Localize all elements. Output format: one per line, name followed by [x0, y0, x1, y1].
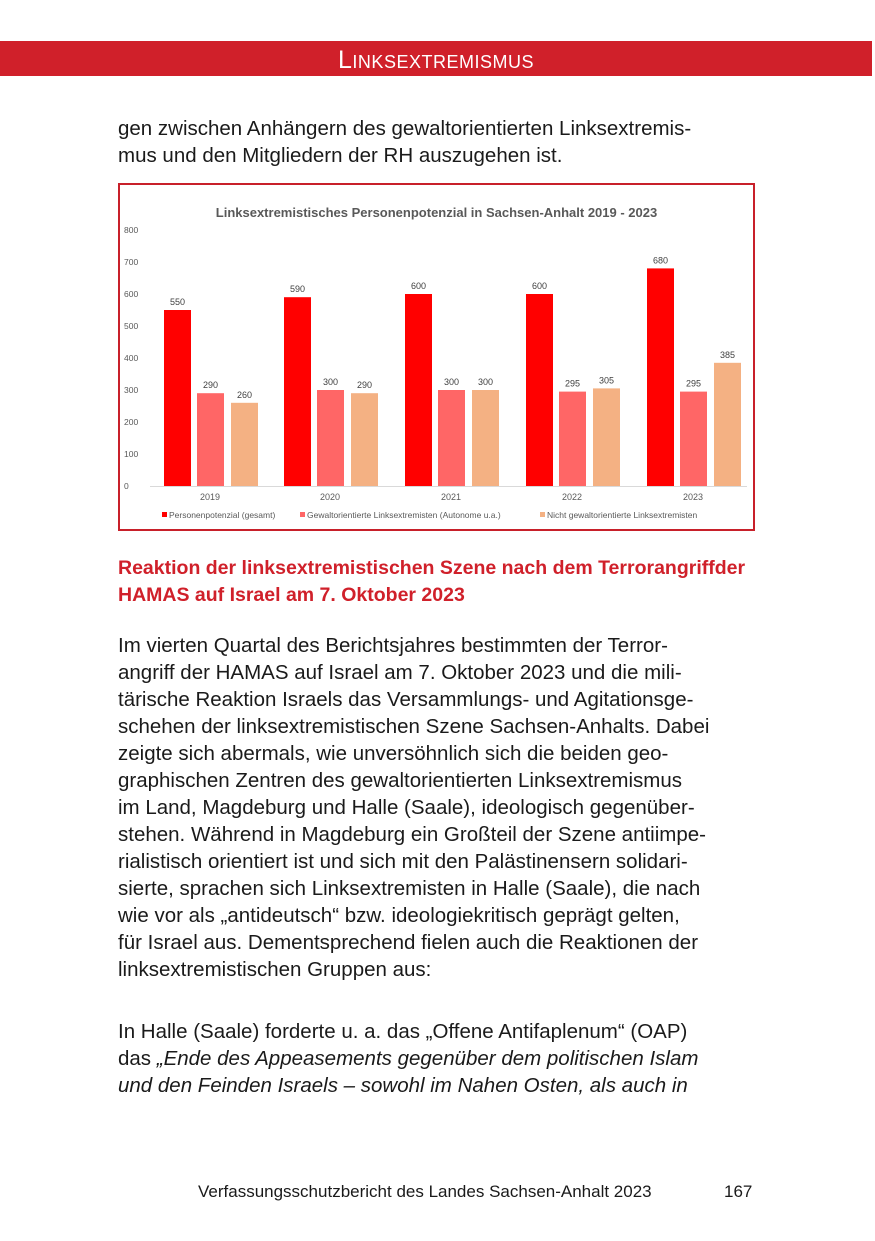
text-line: gen zwischen Anhängern des gewaltorienti…	[118, 117, 692, 140]
text-line: das „Ende des Appeasements gegenüber dem…	[118, 1045, 758, 1072]
text-line: sierte, sprachen sich Linksextremisten i…	[118, 877, 701, 900]
y-tick-label: 0	[124, 481, 129, 491]
paragraph-1: Im vierten Quartal des Berichtsjahres be…	[118, 632, 758, 983]
bar	[351, 393, 378, 486]
chart-frame: Linksextremistisches Personenpotenzial i…	[118, 183, 755, 531]
section-title: Linksextremismus	[338, 46, 534, 74]
bar-chart: 0 100 200 300 400 500 600 700 800 2019 550 290 260 20…	[124, 225, 747, 520]
y-tick-label: 700	[124, 257, 138, 267]
x-tick-label: 2019	[200, 492, 220, 502]
data-label: 550	[170, 297, 185, 307]
bar	[559, 391, 586, 486]
bar	[680, 391, 707, 486]
legend-swatch	[162, 512, 167, 517]
bar	[593, 388, 620, 486]
data-label: 600	[532, 281, 547, 291]
text-line: für Israel aus. Dementsprechend fielen a…	[118, 931, 699, 954]
x-tick-label: 2023	[683, 492, 703, 502]
section-banner: Linksextremismus	[0, 41, 872, 76]
bar	[714, 362, 741, 486]
y-tick-label: 200	[124, 417, 138, 427]
bar	[317, 390, 344, 486]
legend-swatch	[540, 512, 545, 517]
data-label: 300	[478, 377, 493, 387]
x-tick-label: 2022	[562, 492, 582, 502]
page-number: 167	[724, 1182, 753, 1201]
bar	[164, 310, 191, 486]
text-line: im Land, Magdeburg und Halle (Saale), id…	[118, 796, 695, 819]
text-line: rialistisch orientiert ist und sich mit …	[118, 850, 688, 873]
text-line: In Halle (Saale) forderte u. a. das „Off…	[118, 1020, 688, 1043]
text-line: der HAMAS auf Israel am 7. Oktober 2023	[118, 557, 746, 606]
data-label: 290	[203, 380, 218, 390]
data-label: 600	[411, 281, 426, 291]
paragraph-2: In Halle (Saale) forderte u. a. das „Off…	[118, 1018, 758, 1099]
footer-publication: Verfassungsschutzbericht des Landes Sach…	[198, 1182, 652, 1201]
legend-label: Gewaltorientierte Linksextremisten (Auto…	[307, 510, 501, 520]
quote-text: und den Feinden Israels – sowohl im Nahe…	[118, 1074, 688, 1097]
bar	[647, 268, 674, 486]
bar	[284, 297, 311, 486]
y-tick-label: 300	[124, 385, 138, 395]
legend-label: Nicht gewaltorientierte Linksextremisten	[547, 510, 698, 520]
quote-text: „Ende des Appeasements gegenüber dem pol…	[156, 1047, 699, 1070]
x-tick-label: 2021	[441, 492, 461, 502]
text-line: schehen der linksextremistischen Szene S…	[118, 715, 710, 738]
y-tick-label: 400	[124, 353, 138, 363]
text-line: graphischen Zentren des gewaltorientiert…	[118, 769, 683, 792]
text-line: angriff der HAMAS auf Israel am 7. Oktob…	[118, 661, 682, 684]
data-label: 300	[323, 377, 338, 387]
section-heading: Reaktion der linksextremistischen Szene …	[118, 555, 768, 609]
bar	[405, 294, 432, 486]
data-label: 590	[290, 284, 305, 294]
text-line: Reaktion der linksextremistischen Szene …	[118, 557, 715, 579]
legend-swatch	[300, 512, 305, 517]
text-plain: das	[118, 1047, 157, 1070]
chart-title: Linksextremistisches Personenpotenzial i…	[215, 205, 658, 220]
y-tick-label: 800	[124, 225, 138, 235]
y-tick-label: 500	[124, 321, 138, 331]
data-label: 385	[720, 350, 735, 360]
bar	[526, 294, 553, 486]
text-line: stehen. Während in Magdeburg ein Großtei…	[118, 823, 706, 846]
bar	[472, 390, 499, 486]
data-label: 305	[599, 375, 614, 385]
text-line: wie vor als „antideutsch“ bzw. ideologie…	[118, 904, 680, 927]
text-line: mus und den Mitgliedern der RH auszugehe…	[118, 144, 563, 167]
bar	[231, 402, 258, 486]
data-label: 295	[686, 379, 701, 389]
intro-text: gen zwischen Anhängern des gewaltorienti…	[118, 115, 758, 169]
data-label: 260	[237, 390, 252, 400]
data-label: 290	[357, 380, 372, 390]
data-label: 300	[444, 377, 459, 387]
text-line: tärische Reaktion Israels das Versammlun…	[118, 688, 694, 711]
bar	[197, 393, 224, 486]
data-label: 295	[565, 379, 580, 389]
y-tick-label: 100	[124, 449, 138, 459]
y-tick-label: 600	[124, 289, 138, 299]
bar	[438, 390, 465, 486]
text-line: zeigte sich abermals, wie unversöhnlich …	[118, 742, 669, 765]
x-tick-label: 2020	[320, 492, 340, 502]
data-label: 680	[653, 255, 668, 265]
text-line: Im vierten Quartal des Berichtsjahres be…	[118, 634, 668, 657]
legend-label: Personenpotenzial (gesamt)	[169, 510, 275, 520]
text-line: linksextremistischen Gruppen aus:	[118, 958, 432, 981]
